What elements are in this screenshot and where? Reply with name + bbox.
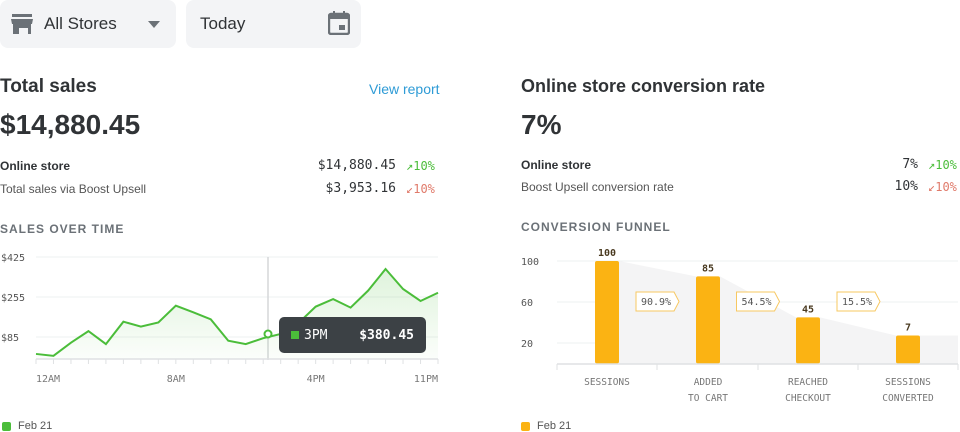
y-tick-label: 100 bbox=[521, 257, 539, 268]
funnel-bar bbox=[796, 317, 820, 363]
bar-value-label: 7 bbox=[905, 323, 911, 334]
funnel-bar bbox=[696, 276, 720, 363]
y-tick-label: 60 bbox=[521, 298, 533, 309]
funnel-legend: Feb 21 bbox=[521, 420, 571, 432]
category-label: REACHED bbox=[788, 377, 828, 388]
category-label: CONVERTED bbox=[882, 393, 934, 404]
category-label: SESSIONS bbox=[885, 377, 931, 388]
conversion-rate-label: 15.5% bbox=[842, 297, 872, 308]
funnel-bar bbox=[595, 261, 619, 364]
funnel-bar bbox=[896, 336, 920, 364]
category-label: CHECKOUT bbox=[785, 393, 831, 404]
bar-value-label: 85 bbox=[702, 263, 714, 274]
category-label: ADDED bbox=[694, 377, 723, 388]
conversion-rate-label: 90.9% bbox=[641, 297, 671, 308]
bar-value-label: 45 bbox=[802, 304, 814, 315]
legend-swatch bbox=[521, 422, 530, 431]
category-label: SESSIONS bbox=[584, 377, 630, 388]
bar-value-label: 100 bbox=[598, 248, 616, 259]
category-label: TO CART bbox=[688, 393, 728, 404]
conversion-rate-label: 54.5% bbox=[741, 297, 771, 308]
y-tick-label: 20 bbox=[521, 339, 533, 350]
